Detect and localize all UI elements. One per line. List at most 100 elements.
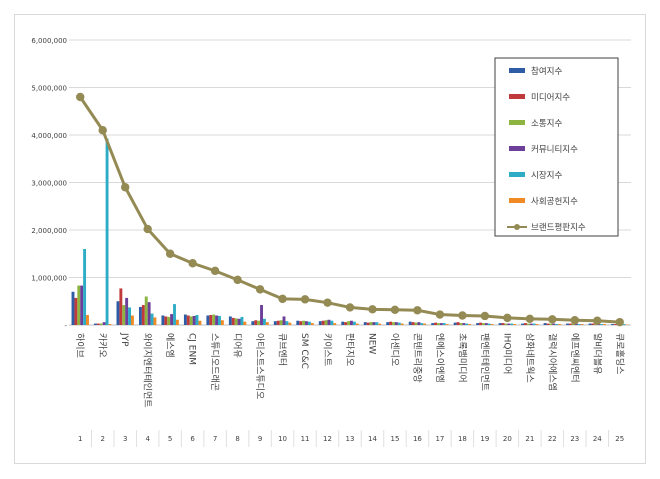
rank-label: 20	[503, 435, 512, 443]
bar	[400, 323, 404, 325]
x-tick-label-group: 스튜디오드래곤	[209, 333, 220, 391]
bar	[484, 323, 488, 325]
bar	[459, 323, 463, 325]
bar	[431, 323, 435, 325]
rank-label: 7	[213, 435, 217, 443]
bar	[535, 324, 539, 325]
rank-label: 14	[368, 435, 377, 443]
x-tick-label: 큐로홀딩스	[614, 333, 626, 374]
bar	[161, 315, 165, 325]
legend-label: 브랜드평판지수	[531, 222, 586, 233]
bar	[456, 322, 460, 325]
x-tick-label: SM C&C	[299, 333, 309, 369]
bar	[74, 297, 78, 325]
line-point	[188, 259, 197, 268]
x-tick-label: JYP	[119, 332, 129, 347]
x-tick-label-group: 엔에스이엔엠	[434, 333, 446, 383]
x-tick-label-group: 아센디오	[389, 333, 400, 366]
bar	[468, 324, 472, 325]
bar	[389, 321, 393, 325]
bar	[138, 306, 142, 325]
bar	[195, 315, 199, 325]
x-tick-label-group: IHQ미디어	[501, 333, 512, 374]
x-tick-label: 알비더블유	[591, 333, 602, 374]
bar	[569, 323, 572, 325]
legend-label: 참여지수	[531, 66, 562, 77]
bar	[251, 321, 255, 325]
rank-label: 9	[258, 435, 262, 443]
bar	[571, 323, 575, 325]
bar-series	[71, 138, 629, 326]
bar	[153, 317, 157, 325]
rank-label: 8	[235, 435, 239, 443]
bar	[288, 322, 292, 325]
x-tick-label-group: 디어유	[232, 333, 243, 358]
bar	[167, 316, 171, 325]
y-tick-label: 2,000,000	[31, 227, 67, 235]
x-tick-label: 와이지엔터테인먼트	[142, 333, 154, 408]
x-tick-label-group: 팬엔터테인먼트	[479, 333, 490, 391]
bar	[198, 320, 202, 325]
line-point	[121, 183, 130, 192]
bar	[170, 314, 174, 325]
legend-label: 미디어지수	[531, 92, 570, 103]
bar	[363, 322, 367, 325]
line-point	[323, 298, 332, 307]
line-point	[480, 311, 490, 321]
legend-label: 커뮤니티지수	[531, 144, 578, 155]
bar	[147, 302, 151, 325]
bar	[116, 301, 120, 325]
bar	[487, 323, 491, 325]
x-tick-label-group: CJ ENM	[187, 333, 197, 365]
bar	[417, 322, 421, 325]
x-tick-label: 하이브	[74, 333, 85, 358]
x-tick-label: 디어유	[232, 333, 243, 358]
rank-label: 1	[78, 435, 82, 443]
rank-label: 4	[145, 435, 150, 443]
bar	[189, 316, 193, 325]
bar	[510, 323, 514, 325]
bar	[577, 324, 581, 325]
bar	[231, 317, 235, 325]
bar	[122, 305, 126, 325]
x-tick-label-group: 큐로홀딩스	[614, 333, 626, 374]
legend-label: 사회공헌지수	[531, 197, 578, 207]
bar	[240, 316, 244, 325]
rank-label: 17	[435, 435, 444, 443]
bar	[321, 320, 325, 325]
bar	[99, 323, 103, 325]
bar	[507, 323, 511, 325]
x-tick-label: 카카오	[97, 333, 108, 358]
bar	[372, 322, 376, 325]
x-tick-label-group: SM C&C	[299, 333, 309, 369]
bar	[265, 322, 269, 325]
bar	[546, 323, 550, 325]
bar	[128, 307, 131, 325]
bar	[324, 320, 328, 325]
bar	[580, 324, 584, 325]
line-point	[458, 311, 467, 320]
x-tick-label-group: 콘텐트리중앙	[411, 333, 423, 383]
bar	[375, 322, 379, 325]
line-point	[413, 306, 422, 315]
bar	[215, 315, 219, 325]
bar	[183, 314, 187, 325]
x-tick-label-group: 판타지오	[344, 333, 355, 366]
bar	[212, 314, 216, 325]
bar	[234, 318, 238, 325]
bar	[504, 323, 508, 325]
bar	[552, 323, 556, 325]
x-axis: 하이브 카카오 JYP 와이지엔터테인먼트 에스엠 CJ ENM 스튜디오드래곤 디어유 아티스…	[74, 332, 626, 447]
line-point	[548, 315, 557, 324]
x-tick-label-group: 초록뱀미디어	[456, 333, 467, 383]
x-tick-label: 갤럭시아에스엠	[546, 333, 558, 391]
rank-label: 21	[525, 435, 534, 443]
legend-swatch	[509, 198, 525, 203]
x-tick-label-group: 에프엔씨엔터	[569, 333, 580, 383]
bar	[479, 322, 482, 325]
bar	[141, 305, 145, 325]
bar	[125, 297, 129, 325]
bar	[414, 322, 418, 325]
x-tick-label: NEW	[366, 333, 376, 354]
x-tick-label: 아티스트스튜디오	[254, 333, 265, 399]
